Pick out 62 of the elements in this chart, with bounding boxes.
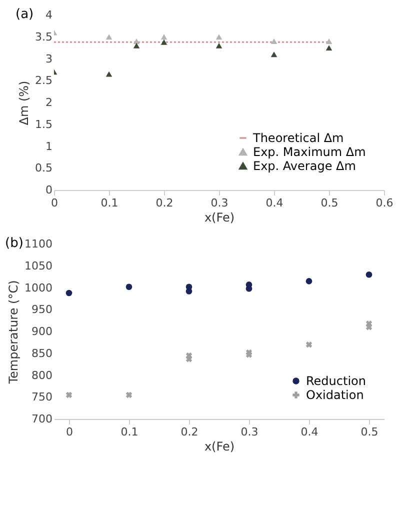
point xyxy=(186,288,192,294)
point xyxy=(306,341,312,348)
point xyxy=(126,392,132,398)
y-tick-label: 950 xyxy=(32,303,52,316)
chart-title: (b) xyxy=(5,236,24,251)
point xyxy=(66,392,72,398)
point xyxy=(306,278,312,284)
x-tick-label: 0 xyxy=(66,426,73,438)
y-tick-label: 850 xyxy=(32,346,52,360)
x-axis-title: x(Fe) xyxy=(204,210,235,224)
x-tick-label: 0.1 xyxy=(100,196,118,210)
y-tick-label: 800 xyxy=(32,368,52,382)
point xyxy=(326,38,332,44)
x-tick-label: 0.2 xyxy=(180,426,198,438)
point xyxy=(126,284,132,290)
y-tick-label: 1100 xyxy=(24,238,52,250)
legend-label: Exp. Average Δm xyxy=(253,159,356,173)
point xyxy=(366,271,372,278)
y-tick-label: 900 xyxy=(32,325,52,338)
point xyxy=(106,71,112,77)
x-tick-label: 0.5 xyxy=(320,196,338,210)
point xyxy=(270,38,278,44)
y-tick-label: 0.5 xyxy=(35,162,52,175)
legend-label: Oxidation xyxy=(306,388,364,402)
y-tick-label: 700 xyxy=(32,412,52,426)
x-axis-title: x(Fe) xyxy=(204,440,235,454)
y-tick-label: 1050 xyxy=(24,259,52,272)
point xyxy=(216,34,222,40)
x-tick-label: 0.1 xyxy=(120,426,138,438)
y-axis-title: Δm (%) xyxy=(17,80,32,126)
legend-label: Reduction xyxy=(306,374,366,388)
y-tick-label: 3 xyxy=(46,52,52,66)
point xyxy=(326,45,332,51)
point xyxy=(66,290,72,296)
y-tick-label: 1000 xyxy=(24,281,52,294)
y-tick-label: 1 xyxy=(46,140,52,153)
x-tick-label: 0.4 xyxy=(300,426,318,438)
point xyxy=(133,42,140,48)
point xyxy=(270,52,278,58)
y-tick-label: 0 xyxy=(46,184,52,196)
y-tick-label: 1.5 xyxy=(35,118,52,131)
point xyxy=(246,352,252,358)
point xyxy=(106,34,112,40)
x-tick-label: 0.5 xyxy=(360,426,378,438)
y-axis-title: Temperature (°C) xyxy=(6,280,21,385)
point xyxy=(160,39,168,45)
y-tick-label: 750 xyxy=(32,390,52,404)
point xyxy=(216,42,222,48)
point xyxy=(133,38,140,44)
x-tick-label: 0.3 xyxy=(240,426,258,438)
y-tick-label: 2.5 xyxy=(35,74,52,88)
y-tick-label: 3.5 xyxy=(35,30,52,44)
chart-title: (a) xyxy=(16,7,34,22)
legend-label: Theoretical Δm xyxy=(252,131,344,145)
y-tick-label: 2 xyxy=(46,96,52,109)
point xyxy=(160,34,168,40)
x-tick-label: 0.6 xyxy=(376,196,394,210)
x-tick-label: 0.3 xyxy=(210,196,228,210)
x-tick-label: 0.4 xyxy=(266,196,284,210)
legend-label: Exp. Maximum Δm xyxy=(253,145,366,159)
y-tick-label: 4 xyxy=(46,8,52,22)
x-tick-label: 0.2 xyxy=(156,196,174,210)
